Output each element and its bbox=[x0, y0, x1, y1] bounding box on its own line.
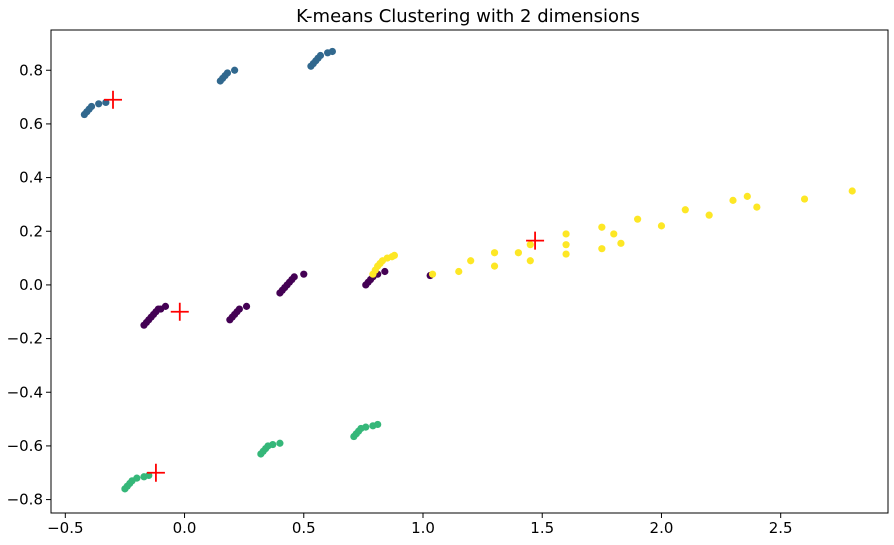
data-point-cluster-1 bbox=[95, 100, 103, 108]
data-point-cluster-0 bbox=[235, 305, 243, 313]
y-tick-label: 0.8 bbox=[19, 61, 43, 79]
data-point-cluster-3 bbox=[657, 222, 666, 230]
data-point-cluster-3 bbox=[634, 215, 642, 223]
data-point-cluster-2 bbox=[362, 423, 370, 431]
x-tick-label: 1.5 bbox=[530, 519, 554, 537]
data-point-cluster-2 bbox=[269, 440, 277, 449]
y-tick-label: 0.6 bbox=[19, 115, 43, 133]
data-point-cluster-0 bbox=[381, 267, 389, 276]
data-point-cluster-0 bbox=[300, 270, 308, 278]
y-tick-label: 0.4 bbox=[19, 169, 43, 187]
data-point-cluster-3 bbox=[490, 262, 499, 270]
data-point-cluster-3 bbox=[562, 230, 570, 238]
data-point-cluster-3 bbox=[753, 203, 761, 211]
data-point-cluster-3 bbox=[390, 251, 398, 259]
data-point-cluster-2 bbox=[374, 420, 382, 429]
y-tick-label: 0.2 bbox=[19, 222, 43, 240]
data-point-cluster-3 bbox=[526, 257, 534, 265]
data-point-cluster-1 bbox=[87, 102, 96, 111]
data-point-cluster-3 bbox=[681, 206, 689, 214]
data-point-cluster-3 bbox=[705, 211, 713, 219]
data-point-cluster-3 bbox=[848, 187, 856, 195]
data-point-cluster-3 bbox=[562, 250, 570, 258]
y-tick-label: 0.0 bbox=[19, 276, 43, 294]
data-point-cluster-1 bbox=[328, 47, 336, 56]
x-tick-label: −0.5 bbox=[47, 519, 83, 537]
data-point-cluster-0 bbox=[290, 273, 298, 281]
y-axis: −0.8 −0.6 −0.4 −0.2 0.0 0.2 0.4 0.6 0.8 bbox=[7, 61, 51, 509]
cluster-centroids bbox=[104, 90, 545, 482]
data-point-cluster-3 bbox=[562, 241, 570, 249]
y-tick-label: −0.6 bbox=[7, 437, 43, 455]
data-point-cluster-3 bbox=[598, 245, 606, 253]
data-point-cluster-1 bbox=[231, 66, 239, 74]
data-point-cluster-1 bbox=[223, 69, 232, 77]
centroid-marker bbox=[104, 90, 122, 109]
centroid-marker bbox=[146, 463, 165, 482]
data-point-cluster-1 bbox=[316, 51, 325, 60]
data-point-cluster-3 bbox=[526, 241, 534, 249]
y-tick-label: −0.8 bbox=[7, 491, 43, 509]
centroid-marker bbox=[170, 302, 189, 321]
data-point-cluster-3 bbox=[428, 270, 437, 278]
data-point-cluster-3 bbox=[598, 223, 606, 231]
data-point-cluster-0 bbox=[242, 302, 251, 310]
plot-frame bbox=[50, 29, 889, 514]
data-point-cluster-3 bbox=[617, 239, 625, 247]
data-point-cluster-0 bbox=[161, 302, 170, 310]
data-point-cluster-2 bbox=[133, 474, 141, 482]
chart-title: K-means Clustering with 2 dimensions bbox=[296, 6, 640, 27]
data-point-cluster-3 bbox=[610, 230, 618, 238]
x-tick-label: 0.5 bbox=[292, 519, 316, 537]
data-point-cluster-3 bbox=[800, 195, 809, 203]
data-point-cluster-3 bbox=[490, 249, 499, 257]
data-points bbox=[80, 47, 856, 493]
x-tick-label: 2.0 bbox=[650, 519, 674, 537]
data-point-cluster-3 bbox=[467, 257, 475, 265]
centroid-marker bbox=[526, 231, 545, 250]
x-tick-label: 0.0 bbox=[173, 519, 197, 537]
data-point-cluster-3 bbox=[729, 196, 737, 204]
x-tick-label: 1.0 bbox=[411, 519, 435, 537]
data-point-cluster-2 bbox=[276, 439, 284, 447]
data-point-cluster-3 bbox=[455, 267, 463, 276]
data-point-cluster-3 bbox=[743, 192, 751, 200]
y-tick-label: −0.4 bbox=[7, 383, 43, 401]
y-tick-label: −0.2 bbox=[7, 330, 43, 348]
x-axis: −0.5 0.0 0.5 1.0 1.5 2.0 2.5 bbox=[47, 513, 793, 537]
x-tick-label: 2.5 bbox=[769, 519, 793, 537]
data-point-cluster-3 bbox=[514, 249, 522, 257]
